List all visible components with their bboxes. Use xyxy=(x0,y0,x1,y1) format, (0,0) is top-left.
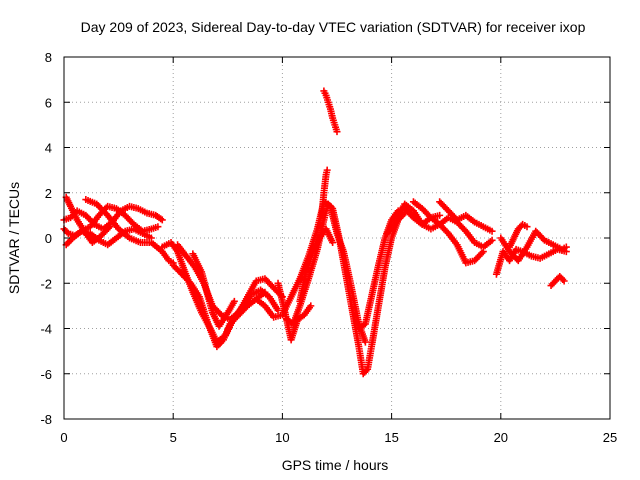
series-sat-g xyxy=(169,261,269,351)
data-point xyxy=(436,211,444,219)
series-sat-d xyxy=(62,193,114,247)
data-point xyxy=(362,367,370,375)
data-point xyxy=(478,249,486,257)
data-point xyxy=(327,203,335,211)
x-tick-label: 0 xyxy=(60,430,67,445)
data-point xyxy=(323,166,331,174)
y-tick-label: 4 xyxy=(45,141,52,156)
series-sat-u xyxy=(497,227,570,265)
x-tick-label: 15 xyxy=(384,430,398,445)
axis-ticks: 0 5 10 15 20 25 -8 -6 -4 -2 0 2 4 6 8 xyxy=(40,50,617,445)
data-point xyxy=(488,227,496,235)
data-point xyxy=(333,128,341,136)
y-tick-label: -6 xyxy=(40,367,52,382)
data-point xyxy=(479,248,487,256)
data-point xyxy=(562,243,570,251)
data-point xyxy=(158,216,166,224)
y-tick-label: 6 xyxy=(45,95,52,110)
data-point xyxy=(539,235,547,243)
series-sat-r xyxy=(409,198,487,267)
x-tick-label: 5 xyxy=(170,430,177,445)
data-point xyxy=(361,338,369,346)
series-sat-w xyxy=(547,272,568,290)
series-sat-s xyxy=(436,198,496,235)
y-tick-label: -2 xyxy=(40,276,52,291)
series-sat-i xyxy=(189,250,238,330)
x-axis-label: GPS time / hours xyxy=(282,457,389,473)
data-point xyxy=(63,228,71,236)
data-point xyxy=(329,239,337,247)
data-point xyxy=(523,223,531,231)
data-point xyxy=(104,224,112,232)
series-sat-v xyxy=(506,220,531,251)
data-point xyxy=(106,223,114,231)
data-point xyxy=(307,302,315,310)
data-point xyxy=(216,309,224,317)
chart-title: Day 209 of 2023, Sidereal Day-to-day VTE… xyxy=(81,19,586,35)
data-point xyxy=(560,277,568,285)
x-tick-label: 25 xyxy=(603,430,617,445)
x-tick-label: 20 xyxy=(494,430,508,445)
series-sat-e xyxy=(82,196,177,267)
series-sat-o xyxy=(320,87,341,136)
data-series xyxy=(60,87,570,378)
data-point xyxy=(488,236,496,244)
data-point xyxy=(559,275,567,283)
x-tick-label: 10 xyxy=(275,430,289,445)
data-point xyxy=(230,297,238,305)
y-tick-label: 8 xyxy=(45,50,52,65)
data-point xyxy=(261,288,269,296)
y-tick-label: -8 xyxy=(40,412,52,427)
series-sat-t xyxy=(492,245,570,278)
y-tick-label: 0 xyxy=(45,231,52,246)
y-tick-label: 2 xyxy=(45,186,52,201)
y-tick-label: -4 xyxy=(40,322,52,337)
data-point xyxy=(154,223,162,231)
y-axis-label: SDTVAR / TECUs xyxy=(6,182,22,294)
series-sat-m xyxy=(296,225,337,305)
series-sat-n xyxy=(318,166,331,219)
